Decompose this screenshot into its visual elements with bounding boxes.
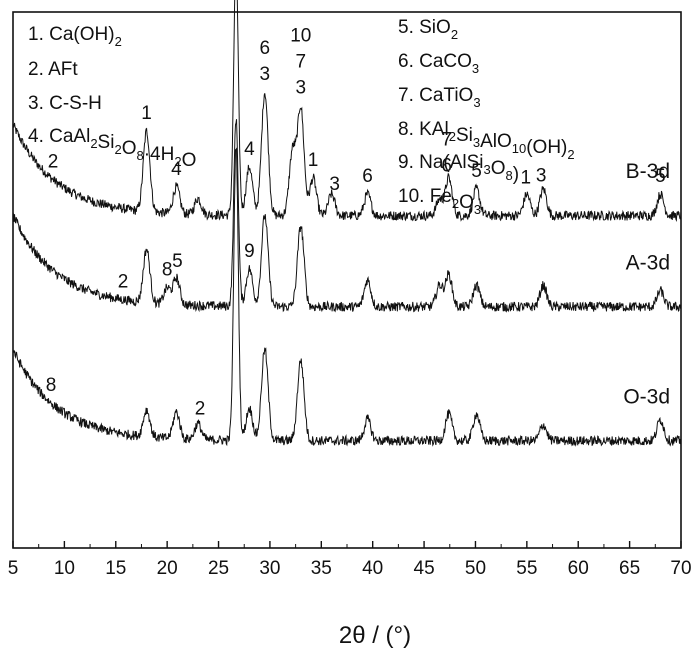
x-tick-label: 15 [105,558,126,579]
peak-label: 6 [441,155,452,176]
peak-label: 7 [441,129,452,150]
legend-entry: 9. Na(AlSi3O8) [398,152,519,185]
peak-label: 2 [195,398,206,419]
legend-entry: 7. CaTiO3 [398,85,481,110]
peak-label: 3 [329,174,340,195]
peak-label: 4 [244,139,255,160]
peak-label: 5 [655,166,666,187]
x-tick-label: 65 [619,558,640,579]
peak-label: 2 [48,152,59,173]
x-tick-label: 60 [568,558,589,579]
x-tick-label: 40 [362,558,383,579]
x-tick-label: 5 [8,558,19,579]
peak-label: 8 [162,260,173,281]
peak-label: 5 [172,251,183,272]
x-tick-label: 55 [516,558,537,579]
peak-label: 2 [118,272,129,293]
peak-label: 8 [46,375,57,396]
x-axis-label: 2θ / (°) [339,622,411,649]
legend-entry: 1. Ca(OH)2 [28,24,122,49]
peak-label: 7 [296,52,307,73]
legend: 1. Ca(OH)2 2. AFt 3. C-S-H 4. CaAl2Si2O8·4H… [28,17,575,217]
x-tick-label: 70 [670,558,691,579]
peak-label: 1 [308,150,319,171]
peak-label: 5 [471,161,482,182]
legend-entry: 3. C-S-H [28,93,102,114]
peak-label: 4 [171,159,182,180]
series-label-B-3d: B-3d [626,160,670,183]
legend-entry: 6. CaCO3 [398,51,479,76]
peak-label: 3 [260,64,271,85]
x-tick-label: 50 [465,558,486,579]
series-line-B-3d [12,0,682,223]
x-tick-label: 30 [259,558,280,579]
peak-label: 1 [141,103,152,124]
peak-label: 6 [260,38,271,59]
legend-entry: 10. Fe2O3 [398,186,481,217]
series-label-O-3d: O-3d [623,385,670,408]
x-tick-label: 35 [311,558,332,579]
peak-label: 3 [296,78,307,99]
peak-label: 1 [521,167,532,188]
x-tick-label: 10 [54,558,75,579]
peak-label: 3 [536,166,547,187]
series-line-A-3d [12,119,682,313]
legend-entry: 2. AFt [28,59,78,80]
x-tick-label: 20 [157,558,178,579]
x-tick-label: 45 [414,558,435,579]
series-layer [12,0,682,447]
x-tick-label: 25 [208,558,229,579]
legend-entry: 5. SiO2 [398,17,458,42]
peak-label: 6 [362,166,373,187]
series-line-O-3d [12,147,682,447]
series-label-A-3d: A-3d [626,251,670,274]
x-axis: 5 10 15 20 25 30 35 40 45 50 55 60 65 70 [8,541,692,579]
peak-label: 9 [244,241,255,262]
plot-frame [12,11,682,549]
legend-entry: 8. KAl2Si3AlO10(OH)2 [398,119,575,162]
peak-label: 10 [290,26,311,47]
legend-entry: 4. CaAl2Si2O8·4H2O [28,126,196,171]
